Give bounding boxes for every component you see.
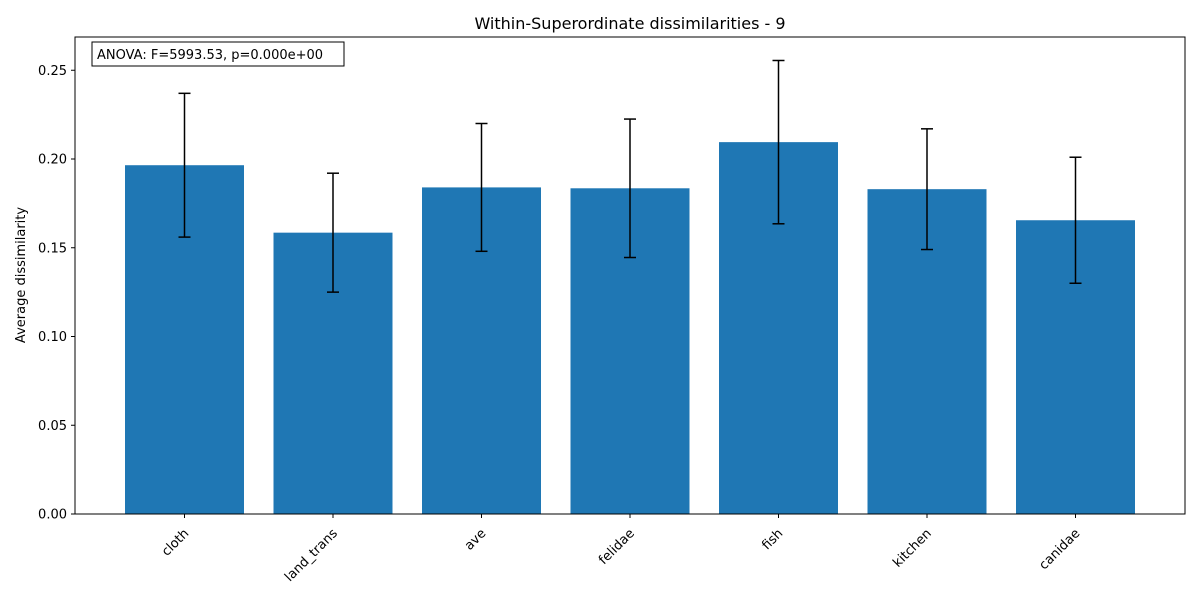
y-axis: 0.00 0.05 0.10 0.15 0.20 0.25 xyxy=(38,64,75,523)
error-bars-group xyxy=(178,59,1082,293)
chart-title: Within-Superordinate dissimilarities - 9 xyxy=(474,14,785,33)
anova-annotation: ANOVA: F=5993.53, p=0.000e+00 xyxy=(97,48,323,63)
plot-frame xyxy=(74,36,1186,515)
y-axis-label: Average dissimilarity xyxy=(14,207,29,343)
y-tick-label: 0.05 xyxy=(38,419,67,434)
y-tick-label: 0.10 xyxy=(38,330,67,345)
y-tick-label: 0.15 xyxy=(38,241,67,256)
annotation-frame xyxy=(91,41,345,67)
annotation-box: ANOVA: F=5993.53, p=0.000e+00 xyxy=(91,41,345,67)
y-tick-label: 0.25 xyxy=(38,64,67,79)
y-tick-label: 0.20 xyxy=(38,153,67,168)
y-tick-label: 0.00 xyxy=(38,508,67,523)
